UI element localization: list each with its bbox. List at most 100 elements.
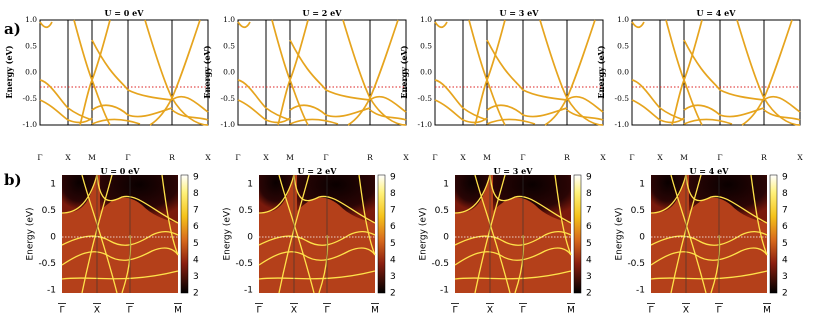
k-label: M bbox=[763, 306, 771, 316]
y-tick-label: -0.5 bbox=[615, 94, 630, 103]
y-tick-label: 0 bbox=[50, 233, 56, 243]
y-tick-label: 0.5 bbox=[25, 41, 37, 50]
y-tick-label: 0.5 bbox=[420, 41, 432, 50]
k-label: Γ bbox=[256, 306, 261, 316]
colorbar-tick-label: 7 bbox=[782, 206, 788, 216]
k-label: X bbox=[600, 153, 606, 162]
y-tick-label: -0.5 bbox=[23, 94, 38, 103]
k-label: M bbox=[174, 306, 182, 316]
y-tick-label: -1.0 bbox=[23, 120, 38, 129]
y-tick-label: 1 bbox=[247, 180, 253, 190]
k-label: X bbox=[487, 306, 493, 316]
y-tick-label: -1.0 bbox=[615, 120, 630, 129]
band-plot bbox=[434, 19, 604, 126]
spectral-plot bbox=[258, 174, 386, 294]
colorbar-tick-label: 8 bbox=[193, 189, 199, 199]
y-tick-label: 0.5 bbox=[239, 206, 253, 216]
panel-label: a) bbox=[4, 20, 21, 38]
colorbar-tick-label: 4 bbox=[390, 255, 396, 265]
colorbar-tick-label: 5 bbox=[193, 239, 199, 249]
y-tick-label: 0.0 bbox=[25, 68, 37, 77]
panel-title: U = 0 eV bbox=[105, 8, 145, 18]
band-plot bbox=[631, 19, 801, 126]
y-axis-label: Energy (eV) bbox=[223, 207, 233, 260]
y-tick-label: 0.0 bbox=[223, 68, 235, 77]
panel-label: b) bbox=[4, 171, 22, 189]
k-label: Γ bbox=[629, 153, 634, 162]
y-tick-label: -1 bbox=[47, 286, 56, 296]
colorbar-tick-label: 4 bbox=[782, 255, 788, 265]
colorbar-tick-label: 3 bbox=[782, 272, 788, 282]
colorbar-tick-label: 5 bbox=[390, 239, 396, 249]
y-tick-label: 1 bbox=[50, 180, 56, 190]
k-label: X bbox=[94, 306, 100, 316]
spectral-plot bbox=[61, 174, 189, 294]
y-tick-label: -1.0 bbox=[221, 120, 236, 129]
y-tick-label: 0 bbox=[247, 233, 253, 243]
colorbar-tick-label: 2 bbox=[193, 289, 199, 299]
colorbar-tick-label: 6 bbox=[782, 222, 788, 232]
colorbar-tick-label: 8 bbox=[782, 189, 788, 199]
colorbar-tick-label: 5 bbox=[782, 239, 788, 249]
colorbar-tick-label: 8 bbox=[586, 189, 592, 199]
y-tick-label: -1 bbox=[440, 286, 449, 296]
y-tick-label: -1 bbox=[636, 286, 645, 296]
k-label: X bbox=[205, 153, 211, 162]
k-label: M bbox=[371, 306, 379, 316]
band-panel: U = 4 eV Energy (eV) 1.0 0.5 0.0 -0.5 -1.0 Γ X M Γ… bbox=[596, 8, 803, 162]
y-tick-label: 1.0 bbox=[420, 15, 432, 24]
spectral-plot bbox=[650, 174, 778, 294]
k-label: Γ bbox=[716, 306, 721, 316]
k-label: X bbox=[657, 153, 663, 162]
panel-title: U = 4 eV bbox=[690, 166, 730, 176]
panel-title: U = 2 eV bbox=[298, 166, 338, 176]
y-tick-label: 1.0 bbox=[25, 15, 37, 24]
y-tick-label: 0.5 bbox=[617, 41, 629, 50]
y-tick-label: 0.0 bbox=[420, 68, 432, 77]
k-label: Γ bbox=[235, 153, 240, 162]
y-tick-label: 1 bbox=[639, 180, 645, 190]
y-tick-label: 1.0 bbox=[617, 15, 629, 24]
y-tick-label: 0.5 bbox=[435, 206, 449, 216]
k-label: M bbox=[483, 153, 491, 162]
colorbar-tick-label: 7 bbox=[390, 206, 396, 216]
k-label: M bbox=[88, 153, 96, 162]
band-panel: U = 2 eV Energy (eV) 1.0 0.5 0.0 -0.5 -1.0 Γ X M Γ… bbox=[202, 8, 409, 162]
k-label: M bbox=[680, 153, 688, 162]
k-label: Γ bbox=[432, 153, 437, 162]
y-tick-label: 1 bbox=[443, 180, 449, 190]
colorbar-tick-label: 7 bbox=[586, 206, 592, 216]
y-tick-label: 1.0 bbox=[223, 15, 235, 24]
y-tick-label: -0.5 bbox=[38, 259, 56, 269]
colorbar-tick-label: 6 bbox=[193, 222, 199, 232]
k-label: R bbox=[761, 153, 767, 162]
k-label: R bbox=[367, 153, 373, 162]
y-axis-label: Energy (eV) bbox=[399, 45, 409, 98]
k-label: X bbox=[65, 153, 71, 162]
y-tick-label: -0.5 bbox=[431, 259, 449, 269]
k-label: Γ bbox=[324, 306, 329, 316]
y-axis-label: Energy (eV) bbox=[419, 207, 429, 260]
k-label: Γ bbox=[648, 306, 653, 316]
colorbar-tick-label: 4 bbox=[193, 255, 199, 265]
band-plot bbox=[237, 19, 407, 126]
k-label: Γ bbox=[717, 153, 722, 162]
k-label: R bbox=[169, 153, 175, 162]
colorbar-tick-label: 2 bbox=[782, 289, 788, 299]
k-label: Γ bbox=[37, 153, 42, 162]
k-label: Γ bbox=[125, 153, 130, 162]
k-label: X bbox=[460, 153, 466, 162]
y-tick-label: 0 bbox=[443, 233, 449, 243]
k-label: Γ bbox=[452, 306, 457, 316]
y-axis-label: Energy (eV) bbox=[596, 45, 606, 98]
colorbar-tick-label: 9 bbox=[193, 173, 199, 183]
colorbar-tick-label: 9 bbox=[390, 173, 396, 183]
colorbar-tick-label: 8 bbox=[390, 189, 396, 199]
y-tick-label: 0.5 bbox=[42, 206, 56, 216]
colorbar-tick-label: 5 bbox=[586, 239, 592, 249]
k-label: Γ bbox=[520, 306, 525, 316]
